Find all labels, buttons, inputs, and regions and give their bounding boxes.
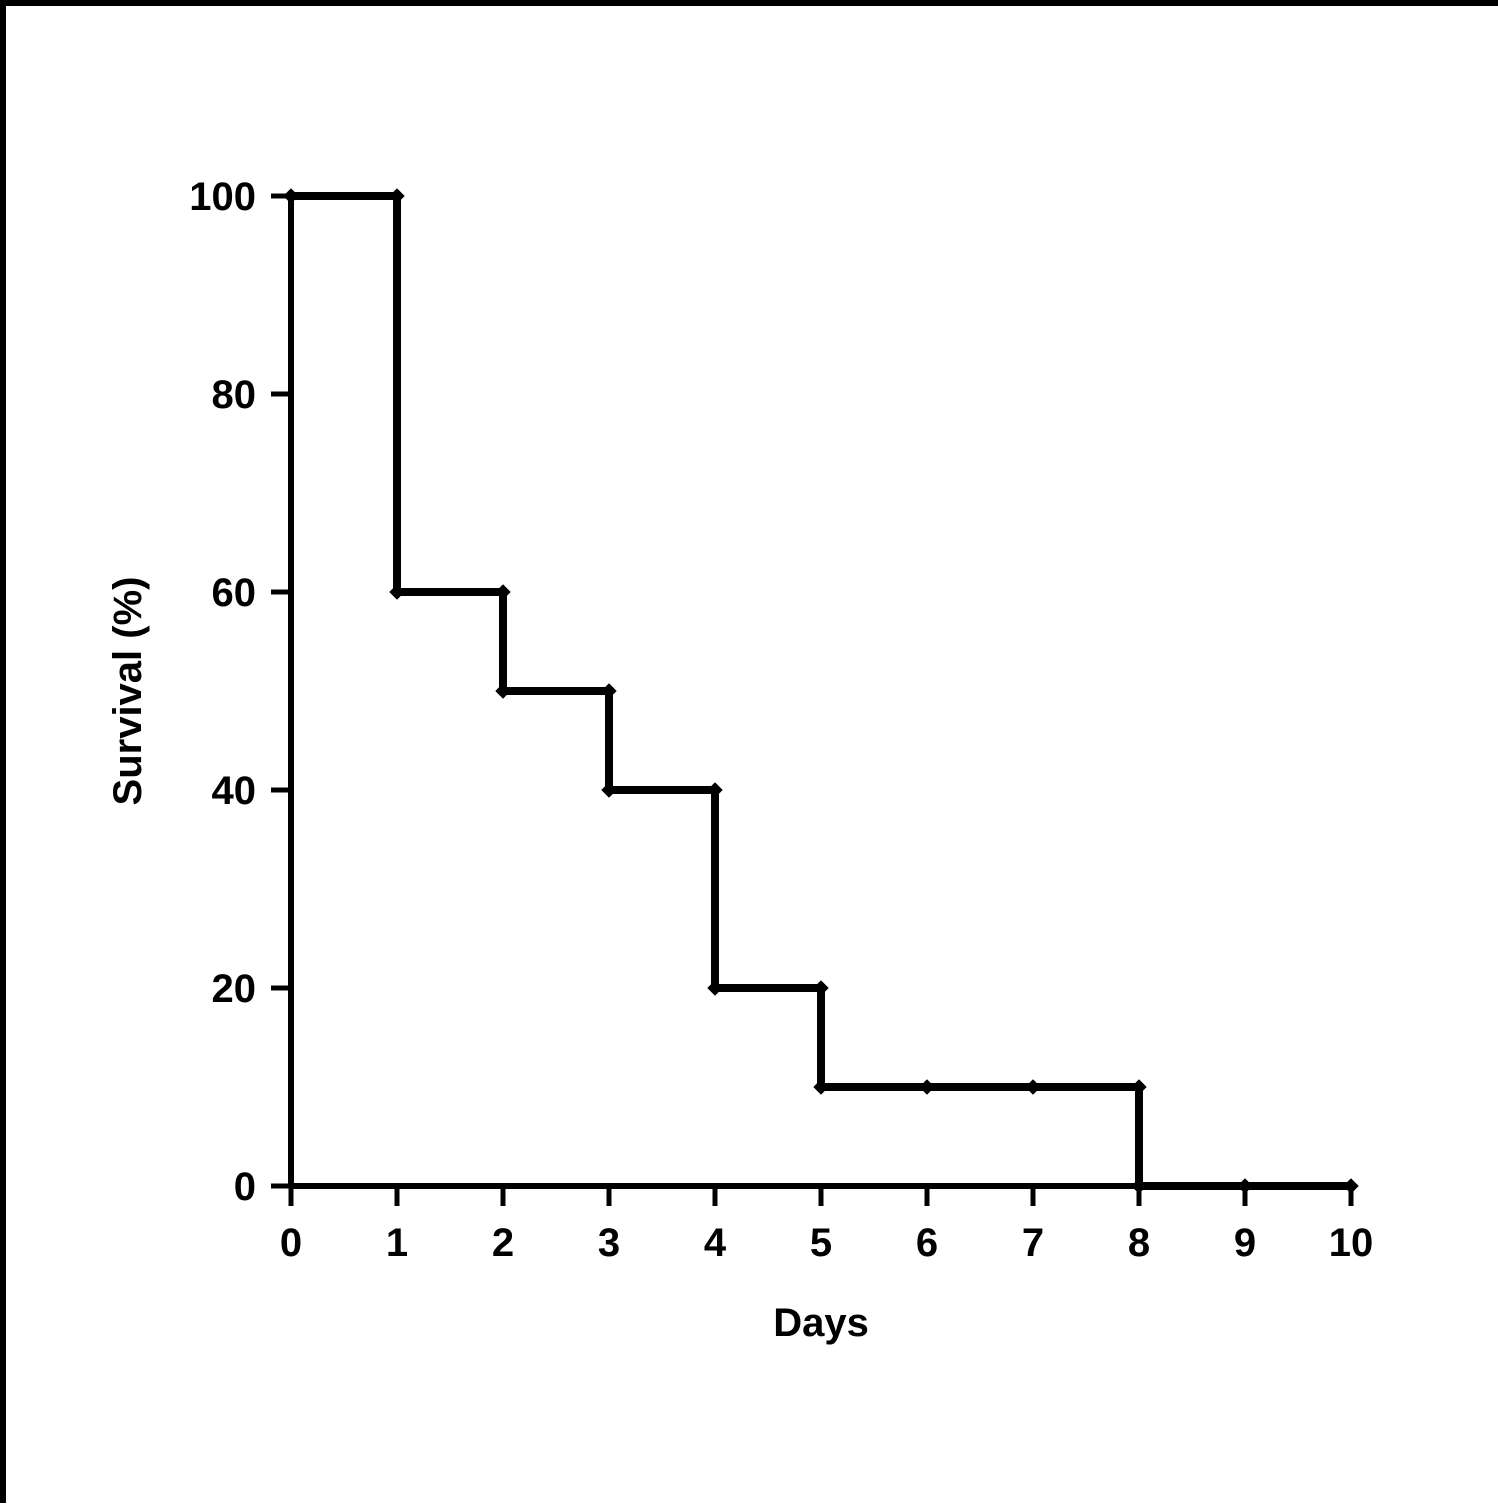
y-tick-label: 0 (234, 1165, 256, 1209)
x-tick-label: 2 (492, 1221, 514, 1265)
x-tick-label: 3 (598, 1221, 620, 1265)
x-tick-label: 7 (1022, 1221, 1044, 1265)
y-tick-label: 20 (212, 967, 257, 1011)
x-tick-label: 10 (1329, 1221, 1374, 1265)
x-tick-label: 5 (810, 1221, 832, 1265)
chart-frame: 012345678910020406080100DaysSurvival (%) (0, 0, 1498, 1503)
survival-chart: 012345678910020406080100DaysSurvival (%) (6, 6, 1498, 1509)
x-axis-label: Days (773, 1301, 869, 1345)
x-tick-label: 9 (1234, 1221, 1256, 1265)
x-tick-label: 1 (386, 1221, 408, 1265)
y-tick-label: 100 (189, 175, 256, 219)
y-tick-label: 60 (212, 571, 257, 615)
x-tick-label: 6 (916, 1221, 938, 1265)
x-tick-label: 8 (1128, 1221, 1150, 1265)
y-tick-label: 40 (212, 769, 257, 813)
y-axis-label: Survival (%) (106, 577, 150, 806)
x-tick-label: 4 (704, 1221, 727, 1265)
x-tick-label: 0 (280, 1221, 302, 1265)
y-tick-label: 80 (212, 373, 257, 417)
